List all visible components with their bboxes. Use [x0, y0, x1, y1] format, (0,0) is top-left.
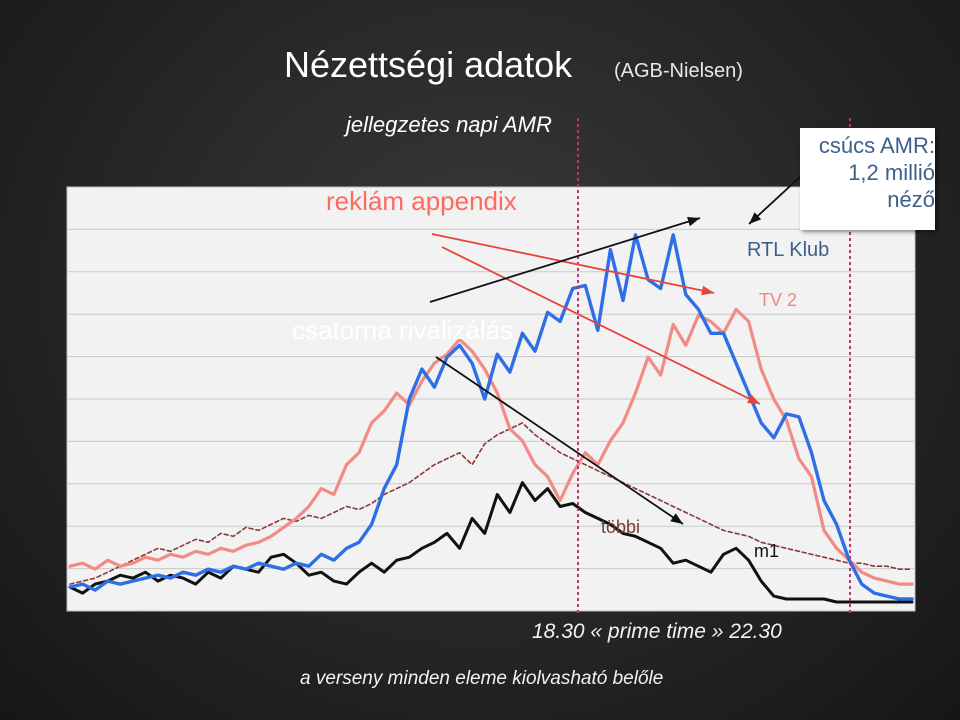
- ad-arrow-1: [431, 233, 715, 296]
- slide-title: Nézettségi adatok: [284, 44, 573, 85]
- annotation-arrows: [429, 176, 801, 525]
- series-line-rtl-klub: [68, 233, 914, 601]
- channel-rivalry-label: csatorna rivalizálás: [292, 315, 514, 345]
- label-tobbi: többi: [601, 517, 640, 537]
- series-labels: RTL Klub TV 2 többi m1: [601, 239, 829, 561]
- series-line-tobbi: [69, 422, 913, 585]
- ad-appendix-label: reklám appendix: [326, 186, 517, 216]
- rivalry-arrow-2: [435, 356, 684, 525]
- time-markers: [577, 118, 851, 616]
- footer-note: a verseny minden eleme kiolvasható belől…: [300, 668, 664, 689]
- prime-time-range: 18.30 « prime time » 22.30: [532, 620, 782, 643]
- peak-callout-text: csúcs AMR: 1,2 millió néző: [818, 133, 935, 212]
- chart-subtitle: jellegzetes napi AMR: [346, 112, 552, 137]
- label-rtl-klub: RTL Klub: [747, 239, 829, 261]
- peak-callout: csúcs AMR: 1,2 millió néző: [800, 128, 935, 230]
- label-m1: m1: [754, 541, 779, 561]
- peak-arrow: [748, 176, 801, 225]
- ad-arrow-2: [441, 246, 761, 405]
- series-lines: [68, 233, 914, 604]
- series-line-m1: [68, 481, 914, 604]
- rivalry-arrow: [429, 216, 701, 303]
- data-source: (AGB-Nielsen): [614, 60, 743, 82]
- label-tv2: TV 2: [759, 290, 797, 310]
